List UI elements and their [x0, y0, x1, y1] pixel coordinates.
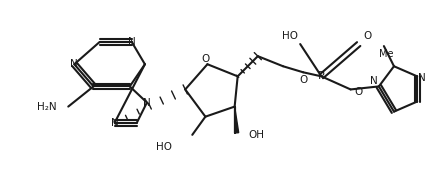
Text: O: O: [355, 88, 363, 98]
Text: O: O: [201, 54, 210, 64]
Text: N: N: [418, 73, 426, 83]
Text: N: N: [70, 59, 78, 69]
Text: HO: HO: [282, 31, 298, 41]
Text: H₂N: H₂N: [36, 102, 56, 112]
Text: N: N: [143, 98, 151, 108]
Polygon shape: [235, 107, 239, 133]
Text: HO: HO: [156, 142, 172, 152]
Text: O: O: [299, 75, 307, 85]
Text: OH: OH: [249, 130, 265, 140]
Text: N: N: [128, 37, 136, 47]
Text: P: P: [318, 71, 325, 81]
Text: N: N: [370, 76, 378, 86]
Text: N: N: [111, 118, 118, 128]
Text: Me: Me: [379, 49, 393, 59]
Text: O: O: [364, 31, 372, 41]
